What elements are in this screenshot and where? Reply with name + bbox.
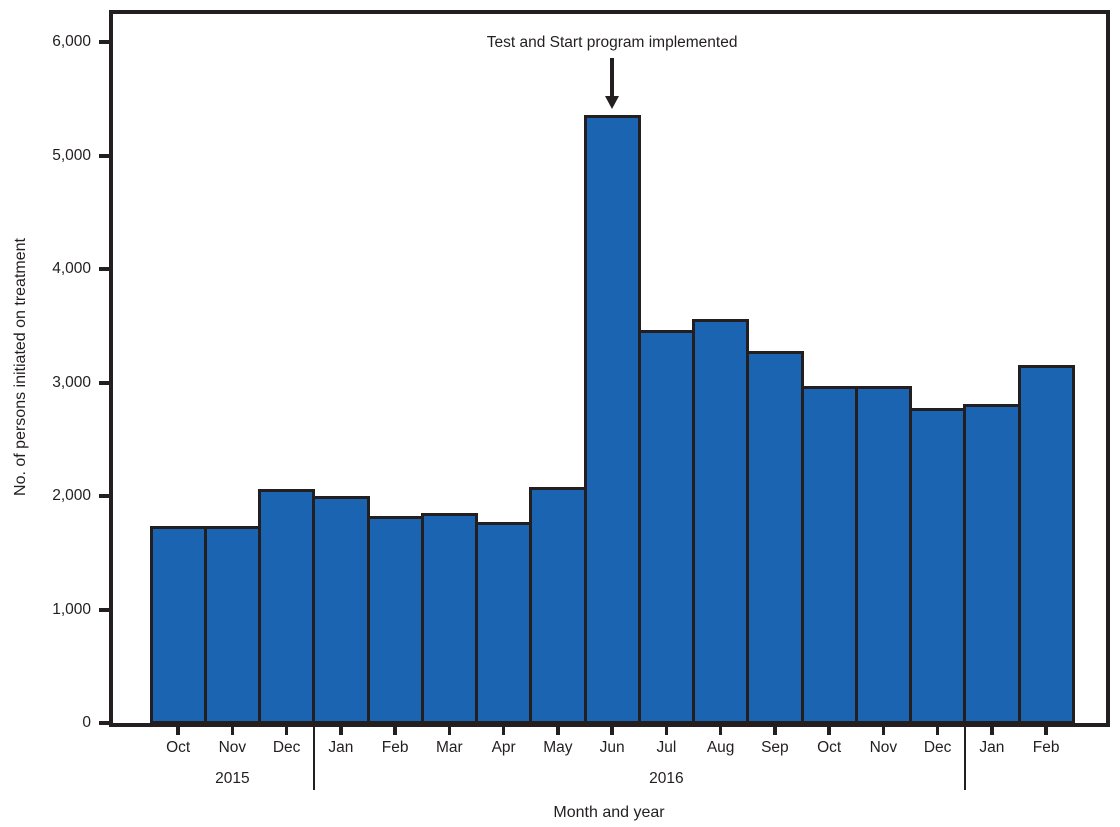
y-tick-label: 4,000: [52, 260, 91, 277]
y-tick: [99, 494, 109, 498]
bar-jan-3: [312, 495, 370, 724]
x-tick-label-feb-4: Feb: [381, 739, 409, 756]
x-axis-title: Month and year: [553, 804, 665, 821]
bar-aug-10: [692, 318, 750, 724]
y-tick-label: 1,000: [52, 600, 91, 618]
x-tick: [935, 726, 940, 735]
bar-nov-13: [854, 385, 912, 724]
x-tick: [773, 726, 777, 735]
y-tick-label: 5,000: [52, 146, 91, 164]
annotation-text: Test and Start program implemented: [486, 34, 738, 51]
x-tick-label-dec-2: Dec: [272, 739, 301, 756]
x-tick-label-apr-6: Apr: [491, 739, 516, 756]
x-tick-label-nov-1: Nov: [218, 739, 247, 756]
y-tick-label: 3,000: [52, 373, 91, 391]
x-tick-label-sep-11: Sep: [761, 739, 789, 756]
y-tick: [99, 40, 109, 44]
x-tick: [393, 726, 397, 735]
bar-nov-1: [203, 526, 261, 724]
x-tick: [718, 726, 723, 735]
x-tick: [339, 726, 343, 735]
x-tick-label-jul-9: Jul: [656, 739, 677, 756]
y-tick: [99, 721, 109, 725]
y-tick-label: 6,000: [52, 33, 91, 50]
x-tick: [230, 726, 235, 735]
x-tick-label-jan-3: Jan: [328, 739, 354, 756]
x-tick: [447, 726, 452, 735]
bar-dec-14: [909, 408, 967, 724]
year-separator: [963, 722, 966, 790]
bar-mar-5: [420, 512, 478, 724]
bar-apr-6: [475, 521, 533, 724]
annotation-arrow-stem: [610, 58, 614, 97]
bar-jul-9: [637, 329, 695, 724]
bar-feb-4: [366, 516, 424, 724]
x-tick: [1044, 726, 1048, 735]
x-tick: [990, 726, 994, 735]
year-separator: [312, 722, 315, 790]
x-tick-label-nov-13: Nov: [869, 739, 898, 756]
x-tick: [556, 726, 560, 735]
bar-jun-8: [583, 115, 641, 724]
x-tick-label-aug-10: Aug: [706, 739, 735, 756]
x-tick: [881, 726, 886, 735]
x-tick: [176, 726, 180, 735]
y-tick-label: 0: [82, 714, 91, 731]
x-tick: [501, 726, 506, 735]
bar-may-7: [529, 486, 587, 724]
x-tick-label-oct-0: Oct: [166, 739, 191, 756]
x-tick-label-jan-15: Jan: [979, 739, 1005, 756]
y-tick: [99, 267, 109, 271]
bar-sep-11: [746, 351, 804, 724]
year-label-2016: 2016: [649, 770, 684, 787]
y-tick-label: 2,000: [52, 487, 91, 504]
year-label-2015: 2015: [215, 770, 250, 787]
y-axis-title: No. of persons initiated on treatment: [12, 238, 29, 496]
x-tick-label-mar-5: Mar: [436, 739, 463, 756]
x-tick-label-feb-16: Feb: [1032, 739, 1060, 756]
bar-oct-0: [149, 526, 207, 724]
x-tick-label-may-7: May: [543, 739, 573, 756]
bar-dec-2: [258, 488, 316, 724]
x-tick: [284, 726, 289, 735]
bar-jan-15: [963, 403, 1021, 724]
x-tick-label-jun-8: Jun: [599, 739, 625, 756]
bar-oct-12: [800, 385, 858, 724]
annotation-arrow-head-icon: [605, 96, 620, 109]
x-tick-label-oct-12: Oct: [817, 739, 842, 756]
x-tick: [664, 726, 669, 735]
y-tick: [99, 607, 109, 612]
y-tick: [99, 380, 109, 385]
y-tick: [99, 153, 109, 158]
x-tick: [610, 726, 614, 735]
bar-feb-16: [1017, 365, 1075, 724]
x-tick: [827, 726, 831, 735]
x-tick-label-dec-14: Dec: [923, 739, 952, 756]
